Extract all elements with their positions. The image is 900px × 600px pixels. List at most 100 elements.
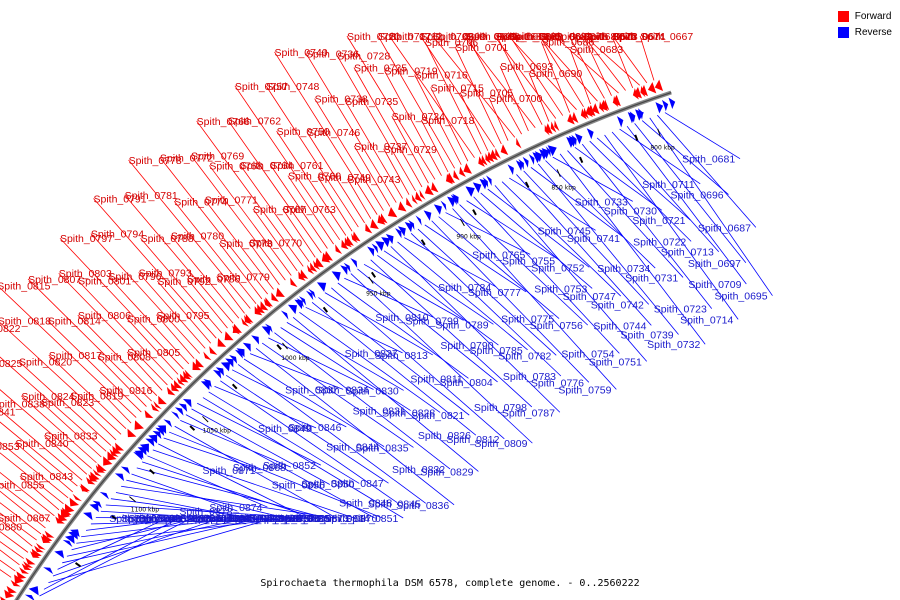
gene-arrow	[157, 425, 167, 434]
gene-label: Spith_0712	[389, 31, 442, 43]
gene-arrow	[654, 79, 664, 92]
gene-arrow	[629, 111, 636, 123]
gene-arrow	[209, 346, 218, 355]
label-connector	[270, 164, 328, 249]
gene-arrow	[70, 529, 80, 538]
gene-arrow	[55, 516, 65, 524]
gene-label: Spith_0699	[433, 31, 486, 43]
label-connector	[420, 119, 449, 173]
gene-label: Spith_0830	[346, 385, 399, 397]
gene-arrow	[275, 287, 285, 297]
gene-label: Spith_0824	[21, 391, 74, 403]
gene-arrow	[314, 257, 324, 268]
gene-label: Spith_0835	[355, 442, 408, 454]
label-connector	[249, 353, 344, 390]
gene-label: Spith_0750	[277, 126, 330, 138]
gene-arrow	[571, 111, 579, 123]
gene-label: Spith_0846	[288, 422, 341, 434]
gene-label: Spith_0849	[258, 423, 311, 435]
gene-arrow	[144, 409, 154, 419]
gene-label: Spith_0900	[209, 513, 262, 525]
gene-label: Spith_0810	[375, 312, 428, 324]
gene-label: Spith_0814	[48, 316, 101, 328]
label-connector	[657, 114, 757, 228]
gene-label: Spith_0818	[0, 316, 51, 328]
label-connector	[27, 278, 152, 402]
gene-label: Spith_0693	[500, 61, 553, 73]
gene-label: Spith_0803	[59, 268, 112, 280]
gene-label: Spith_0973	[216, 513, 269, 525]
gene-arrow	[388, 207, 398, 218]
label-connector	[582, 35, 612, 96]
gene-label: Spith_0688	[510, 31, 563, 43]
gene-arrow	[404, 222, 413, 233]
gene-label: Spith_0683	[570, 44, 623, 56]
label-connector	[539, 35, 584, 108]
gene-label: Spith_0674	[612, 31, 665, 43]
label-connector	[158, 443, 308, 519]
label-connector	[337, 282, 469, 379]
gene-label: Spith_0808	[98, 352, 151, 364]
gene-arrow	[220, 362, 231, 372]
label-connector	[346, 35, 436, 180]
gene-label: Spith_0769	[191, 151, 244, 163]
gene-arrow	[300, 269, 309, 279]
label-connector	[488, 97, 509, 141]
gene-label: Spith_0792	[157, 276, 210, 288]
gene-label: Spith_0817	[49, 350, 102, 362]
label-connector	[545, 160, 656, 269]
gene-arrow	[447, 196, 456, 208]
gene-label: Spith_0844	[326, 442, 379, 454]
label-connector	[324, 292, 433, 356]
scale-tick-mark	[556, 169, 561, 177]
gene-arrow	[64, 503, 75, 514]
gene-arrow	[633, 87, 642, 99]
label-connector	[57, 517, 168, 570]
gene-arrow	[365, 223, 373, 234]
gene-label: Spith_0965	[139, 513, 192, 525]
gene-arrow	[541, 147, 550, 159]
gene-label: Spith_0791	[93, 194, 146, 206]
gene-arrow	[550, 121, 557, 133]
gene-label: Spith_0793	[139, 268, 192, 280]
gene-arrow	[14, 574, 25, 584]
gene-arrow	[184, 369, 193, 379]
label-connector	[353, 67, 423, 188]
gene-arrow	[152, 430, 162, 439]
label-connector	[0, 441, 69, 499]
gene-label: Spith_0698	[467, 31, 520, 43]
gene-arrow	[604, 99, 610, 111]
gene-label: Spith_0780	[171, 231, 224, 243]
label-connector	[121, 485, 336, 519]
label-connector	[208, 391, 360, 484]
scale-tick-label: 900 kbp	[456, 233, 481, 240]
label-connector	[43, 517, 180, 590]
gene-arrow	[452, 193, 459, 205]
gene-label: Spith_0801	[78, 276, 131, 288]
gene-arrow	[305, 290, 314, 301]
legend-reverse-label: Reverse	[854, 26, 892, 38]
gene-arrow	[182, 399, 192, 408]
gene-arrow	[370, 218, 379, 230]
gene-label: Spith_0887	[199, 513, 252, 525]
label-connector	[197, 402, 322, 466]
label-connector	[306, 132, 365, 224]
label-connector	[0, 519, 33, 547]
reverse-swatch	[837, 26, 849, 38]
gene-arrow	[178, 403, 188, 412]
gene-label: Spith_0856	[272, 479, 325, 491]
gene-label: Spith_0733	[575, 196, 628, 208]
label-connector	[509, 35, 564, 116]
gene-label: Spith_0714	[680, 314, 733, 326]
label-connector	[231, 369, 347, 428]
gene-arrow	[516, 137, 522, 149]
label-connector	[180, 420, 291, 468]
gene-label: Spith_0774	[174, 196, 227, 208]
label-connector	[523, 170, 650, 305]
scale-tick-mark	[368, 276, 374, 284]
gene-label: Spith_0838	[0, 398, 45, 410]
gene-label: Spith_0719	[384, 66, 437, 78]
gene-arrow	[668, 97, 676, 110]
gene-label: Spith_0760	[288, 171, 341, 183]
label-connector	[0, 421, 78, 487]
